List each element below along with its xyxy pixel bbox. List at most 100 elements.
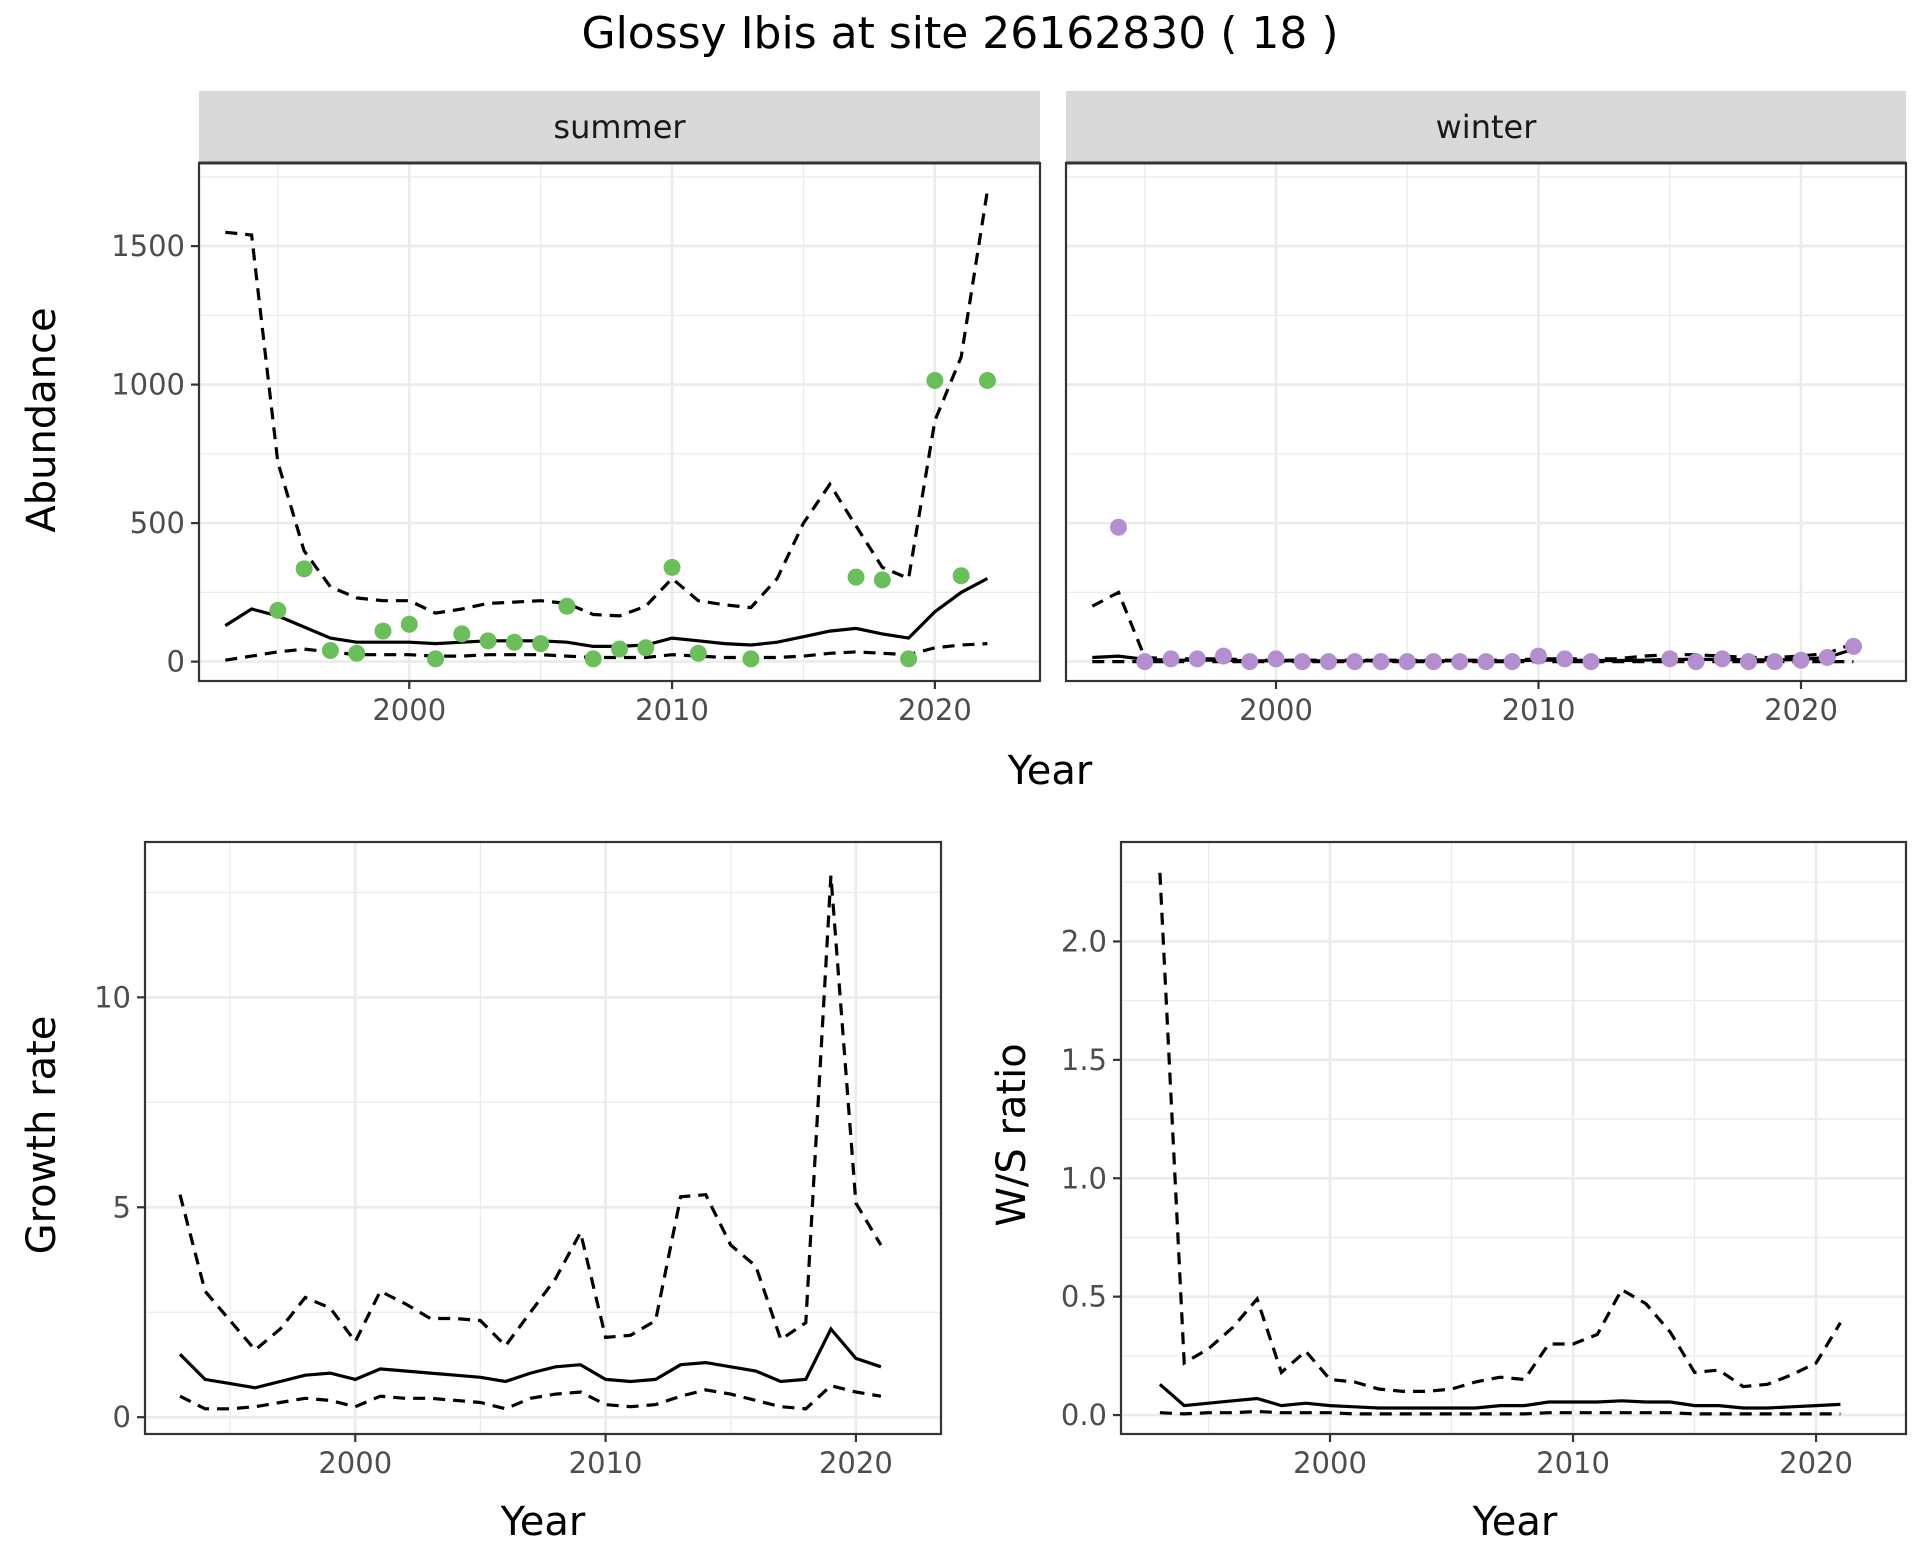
summer-x-tick-label: 2000	[372, 693, 446, 727]
winter-observed-point	[1398, 653, 1416, 671]
summer-observed-point	[400, 615, 418, 633]
winter-observed-point	[1293, 653, 1311, 671]
growth-rate-x-tick-label: 2000	[318, 1446, 392, 1480]
winter-observed-point	[1740, 653, 1757, 671]
ws-ratio-y-tick-label: 0.5	[1061, 1280, 1107, 1314]
ws-ratio-y-tick-label: 1.5	[1061, 1043, 1107, 1077]
winter-x-tick-label: 2020	[1764, 693, 1838, 727]
ws-ratio-lower-bound-line	[1159, 1409, 1841, 1416]
summer-observed-point	[295, 560, 313, 578]
summer-observed-point	[348, 644, 366, 662]
winter-observed-point	[1713, 650, 1731, 668]
growth-rate-lower-bound-line	[179, 1383, 882, 1411]
abundance-y-axis-title: Abundance	[19, 307, 65, 532]
summer-observed-point	[873, 571, 891, 589]
ws-ratio-x-tick-label: 2000	[1293, 1446, 1367, 1480]
summer-observed-point	[584, 650, 602, 668]
winter-observed-point	[1320, 653, 1337, 671]
growth-rate-x-tick-label: 2020	[819, 1446, 893, 1480]
summer-y-tick-label: 1500	[111, 229, 185, 263]
winter-observed-point	[1661, 650, 1679, 668]
winter-observed-point	[1110, 518, 1127, 536]
summer-panel-border	[197, 161, 1042, 683]
summer-y-tick-label: 1000	[111, 368, 185, 402]
winter-upper-bound-line	[1091, 590, 1855, 662]
ws-ratio-upper-bound-line	[1158, 872, 1842, 1394]
summer-observed-point	[453, 625, 471, 643]
summer-x-tick-label: 2010	[635, 693, 709, 727]
winter-observed-point	[1346, 653, 1364, 671]
winter-observed-point	[1267, 650, 1285, 668]
winter-observed-point	[1582, 653, 1600, 671]
summer-observed-point	[532, 635, 550, 653]
growth-rate-x-axis-title: Year	[500, 1499, 586, 1545]
summer-upper-bound-line	[225, 190, 989, 618]
ws-ratio-y-tick-label: 1.0	[1061, 1161, 1107, 1195]
winter-strip	[1066, 91, 1906, 163]
growth-rate-panel: 2000 2010 2020 0 5 10	[94, 840, 943, 1480]
winter-observed-point	[1136, 653, 1154, 671]
summer-observed-point	[978, 371, 996, 389]
winter-observed-point	[1530, 647, 1547, 665]
winter-observed-point	[1477, 653, 1495, 671]
winter-observed-point	[1503, 653, 1521, 671]
winter-observed-point	[1451, 653, 1469, 671]
summer-observed-point	[900, 650, 918, 668]
winter-observed-point	[1845, 637, 1862, 655]
winter-observed-point	[1162, 650, 1180, 668]
growth-rate-x-tick-label: 2010	[569, 1446, 643, 1480]
summer-y-tick-label: 0	[167, 645, 185, 679]
growth-rate-y-tick-label: 10	[94, 980, 131, 1014]
ws-ratio-mean-line	[1158, 1383, 1841, 1410]
ws-ratio-y-axis-title: W/S ratio	[989, 1043, 1035, 1226]
summer-observed-point	[689, 644, 707, 662]
summer-strip-label: summer	[553, 108, 686, 146]
winter-x-tick-label: 2010	[1502, 693, 1576, 727]
summer-observed-point	[847, 568, 865, 586]
winter-observed-point	[1425, 653, 1442, 671]
ws-ratio-panel: 2000 2010 2020 0.0 0.5 1.0 1.5 2.0	[1061, 840, 1908, 1480]
winter-observed-point	[1687, 653, 1705, 671]
summer-observed-point	[558, 597, 576, 615]
growth-rate-y-tick-label: 0	[113, 1400, 131, 1434]
summer-observed-point	[952, 567, 970, 585]
growth-rate-y-axis-title: Growth rate	[19, 1016, 65, 1255]
summer-observed-point	[926, 371, 944, 389]
summer-observed-point	[505, 633, 523, 651]
summer-y-tick-label: 500	[130, 506, 185, 540]
summer-observed-point	[269, 601, 287, 619]
abundance-summer-panel: 2000 2010 2020 0 500 1000 1500 summer	[111, 91, 1042, 727]
winter-observed-point	[1241, 653, 1259, 671]
abundance-x-axis-title: Year	[1007, 748, 1093, 794]
winter-observed-point	[1792, 651, 1810, 669]
abundance-winter-panel: 2000 2010 2020 winter	[1064, 91, 1908, 727]
summer-observed-point	[321, 642, 339, 660]
figure-title: Glossy Ibis at site 26162830 ( 18 )	[581, 8, 1338, 59]
growth-rate-panel-border	[143, 840, 943, 1436]
growth-rate-upper-bound-line	[178, 875, 883, 1353]
ws-ratio-panel-border	[1119, 840, 1908, 1436]
summer-strip	[199, 91, 1040, 163]
summer-observed-point	[742, 650, 760, 668]
summer-observed-point	[663, 558, 681, 576]
summer-observed-point	[611, 640, 628, 658]
ws-ratio-x-tick-label: 2020	[1779, 1446, 1853, 1480]
growth-rate-y-tick-label: 5	[113, 1190, 131, 1224]
winter-observed-point	[1215, 647, 1232, 665]
summer-observed-point	[427, 650, 445, 668]
summer-x-tick-label: 2020	[898, 693, 972, 727]
winter-observed-point	[1766, 653, 1784, 671]
winter-observed-point	[1818, 648, 1836, 666]
winter-x-tick-label: 2000	[1239, 693, 1313, 727]
summer-observed-point	[374, 622, 392, 640]
growth-rate-mean-line	[178, 1326, 882, 1390]
winter-panel-border	[1064, 161, 1908, 683]
winter-observed-point	[1372, 653, 1390, 671]
ws-ratio-x-axis-title: Year	[1472, 1499, 1558, 1545]
ws-ratio-y-tick-label: 0.0	[1061, 1398, 1107, 1432]
winter-observed-point	[1556, 650, 1574, 668]
ws-ratio-x-tick-label: 2010	[1536, 1446, 1610, 1480]
winter-observed-point	[1188, 650, 1206, 668]
summer-mean-line	[224, 577, 989, 649]
